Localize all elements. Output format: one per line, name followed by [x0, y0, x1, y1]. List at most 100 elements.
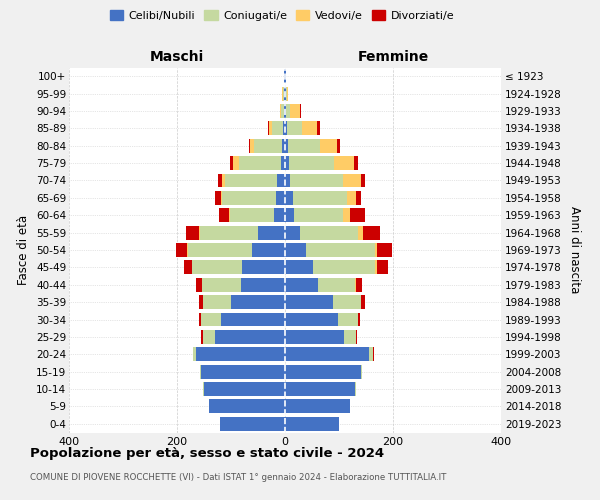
Bar	[285, 208, 293, 222]
Bar	[176, 243, 187, 257]
Bar	[300, 104, 301, 118]
Bar	[185, 226, 199, 239]
Bar	[285, 312, 338, 326]
Bar	[302, 122, 317, 136]
Bar	[305, 243, 374, 257]
Bar	[187, 243, 188, 257]
Bar	[224, 174, 277, 188]
Bar	[361, 364, 362, 378]
Bar	[320, 139, 337, 152]
Bar	[358, 226, 363, 239]
Bar	[220, 417, 285, 431]
Bar	[230, 156, 233, 170]
Bar	[201, 312, 221, 326]
Bar	[219, 208, 229, 222]
Bar	[215, 191, 221, 205]
Bar	[300, 226, 358, 239]
Bar	[242, 260, 285, 274]
Bar	[285, 156, 289, 170]
Legend: Celibi/Nubili, Coniugati/e, Vedovi/e, Divorziati/e: Celibi/Nubili, Coniugati/e, Vedovi/e, Di…	[106, 6, 458, 25]
Bar	[285, 348, 368, 361]
Bar	[272, 122, 283, 136]
Bar	[373, 348, 374, 361]
Bar	[285, 139, 288, 152]
Text: COMUNE DI PIOVENE ROCCHETTE (VI) - Dati ISTAT 1° gennaio 2024 - Elaborazione TUT: COMUNE DI PIOVENE ROCCHETTE (VI) - Dati …	[30, 472, 446, 482]
Bar	[285, 226, 300, 239]
Bar	[361, 295, 365, 309]
Bar	[338, 312, 358, 326]
Bar	[317, 122, 320, 136]
Bar	[280, 104, 281, 118]
Text: Popolazione per età, sesso e stato civile - 2024: Popolazione per età, sesso e stato civil…	[30, 448, 384, 460]
Bar	[285, 417, 339, 431]
Bar	[289, 156, 334, 170]
Bar	[209, 400, 285, 413]
Bar	[368, 348, 373, 361]
Bar	[377, 243, 392, 257]
Bar	[200, 364, 202, 378]
Bar	[356, 191, 361, 205]
Bar	[355, 278, 356, 291]
Bar	[203, 330, 215, 344]
Bar	[274, 208, 285, 222]
Bar	[285, 260, 313, 274]
Bar	[221, 191, 223, 205]
Bar	[283, 86, 284, 101]
Bar	[334, 156, 354, 170]
Bar	[218, 174, 222, 188]
Bar	[285, 174, 290, 188]
Bar	[277, 191, 285, 205]
Bar	[290, 174, 343, 188]
Bar	[215, 330, 285, 344]
Bar	[285, 400, 350, 413]
Bar	[241, 278, 285, 291]
Bar	[285, 104, 286, 118]
Bar	[343, 208, 350, 222]
Bar	[196, 348, 285, 361]
Bar	[285, 278, 319, 291]
Bar	[293, 208, 343, 222]
Bar	[229, 208, 230, 222]
Bar	[358, 312, 360, 326]
Bar	[233, 156, 239, 170]
Bar	[285, 191, 293, 205]
Bar	[222, 174, 224, 188]
Bar	[268, 122, 269, 136]
Bar	[281, 156, 285, 170]
Bar	[202, 330, 203, 344]
Bar	[202, 278, 241, 291]
Bar	[288, 139, 320, 152]
Bar	[285, 364, 361, 378]
Bar	[347, 191, 356, 205]
Bar	[356, 278, 362, 291]
Bar	[199, 295, 203, 309]
Text: Maschi: Maschi	[150, 50, 204, 64]
Bar	[283, 122, 285, 136]
Bar	[285, 122, 287, 136]
Bar	[363, 226, 380, 239]
Bar	[258, 226, 285, 239]
Bar	[203, 295, 231, 309]
Bar	[231, 295, 285, 309]
Bar	[285, 382, 355, 396]
Bar	[283, 139, 285, 152]
Bar	[193, 348, 196, 361]
Bar	[250, 139, 254, 152]
Bar	[377, 260, 388, 274]
Text: Femmine: Femmine	[358, 50, 428, 64]
Bar	[287, 86, 288, 101]
Bar	[281, 104, 284, 118]
Bar	[286, 104, 290, 118]
Bar	[254, 139, 283, 152]
Bar	[269, 122, 272, 136]
Bar	[290, 104, 300, 118]
Bar	[375, 260, 377, 274]
Bar	[313, 260, 375, 274]
Bar	[196, 278, 202, 291]
Bar	[204, 382, 285, 396]
Bar	[286, 86, 287, 101]
Bar	[202, 364, 285, 378]
Bar	[344, 330, 356, 344]
Bar	[337, 139, 340, 152]
Bar	[319, 278, 355, 291]
